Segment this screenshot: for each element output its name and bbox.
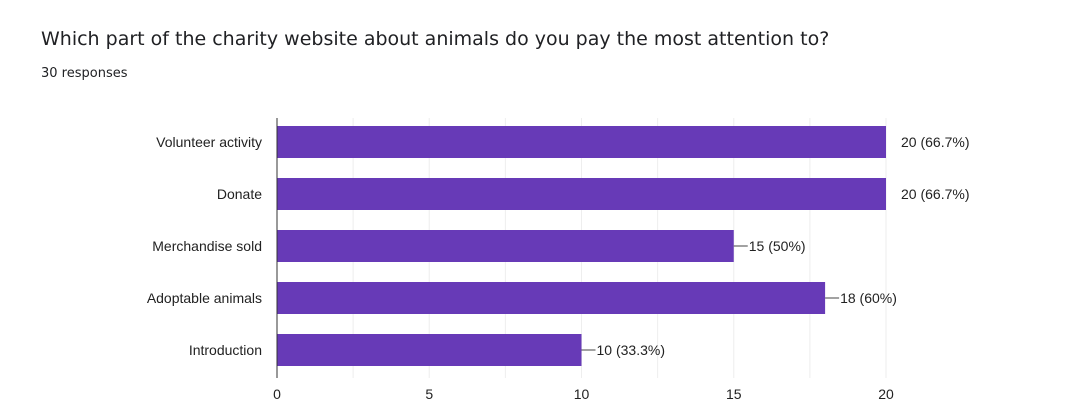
response-count: 30 responses <box>41 66 128 81</box>
data-label: 10 (33.3%) <box>597 342 665 358</box>
bar <box>277 178 886 210</box>
x-tick-label: 10 <box>574 386 590 402</box>
category-label: Merchandise sold <box>152 238 262 254</box>
data-label: 15 (50%) <box>749 238 806 254</box>
data-label: 20 (66.7%) <box>901 186 969 202</box>
x-tick-label: 0 <box>273 386 281 402</box>
bar <box>277 334 582 366</box>
category-label: Adoptable animals <box>147 290 262 306</box>
x-tick-label: 5 <box>425 386 433 402</box>
x-tick-label: 20 <box>878 386 894 402</box>
bar <box>277 126 886 158</box>
bar <box>277 282 826 314</box>
chart-title: Which part of the charity website about … <box>41 28 830 50</box>
category-label: Volunteer activity <box>156 134 262 150</box>
x-tick-label: 15 <box>726 386 742 402</box>
data-label: 20 (66.7%) <box>901 134 969 150</box>
bar <box>277 230 734 262</box>
category-label: Introduction <box>189 342 262 358</box>
data-label: 18 (60%) <box>840 290 897 306</box>
category-label: Donate <box>217 186 262 202</box>
